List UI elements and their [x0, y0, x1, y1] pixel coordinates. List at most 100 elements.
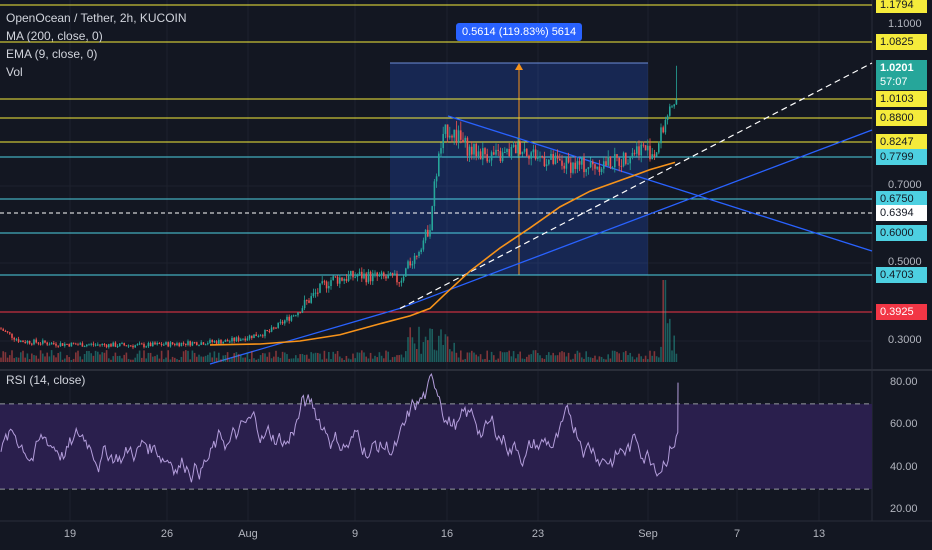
candle-body: [671, 106, 673, 108]
candle-body: [446, 124, 449, 138]
candle-body: [596, 166, 598, 169]
volume-bar: [365, 356, 367, 362]
volume-bar: [622, 352, 625, 362]
volume-bar: [246, 352, 249, 362]
volume-bar: [501, 352, 504, 362]
measure-arrow-head: [515, 63, 523, 70]
volume-bar: [174, 357, 176, 362]
volume-bar: [387, 351, 389, 362]
volume-bar: [620, 359, 623, 362]
volume-bar: [367, 358, 370, 362]
volume-bar: [154, 356, 156, 362]
candle-body: [242, 338, 244, 340]
price-label-0.7799: 0.7799: [876, 149, 927, 165]
volume-bar: [532, 350, 535, 362]
price-label-0.4703: 0.4703: [876, 267, 927, 283]
candle-body: [55, 343, 57, 346]
volume-bar: [75, 352, 77, 362]
candle-body: [622, 152, 625, 167]
rsi-legend[interactable]: RSI (14, close): [6, 373, 86, 387]
candle-body: [290, 316, 293, 321]
candle-body: [240, 339, 242, 341]
volume-bar: [130, 359, 132, 362]
volume-bar: [77, 350, 79, 362]
ma-legend[interactable]: MA (200, close, 0): [6, 29, 103, 43]
volume-bar: [303, 354, 306, 362]
volume-bar: [385, 350, 387, 362]
volume-bar: [33, 355, 35, 362]
volume-bar: [510, 356, 513, 362]
volume-bar: [369, 352, 372, 362]
volume-bar: [660, 346, 662, 362]
candle-body: [669, 106, 671, 116]
volume-bar: [42, 353, 44, 362]
candle-body: [174, 344, 176, 346]
volume-bar: [156, 354, 158, 362]
candle-body: [457, 130, 460, 143]
volume-bar: [411, 337, 414, 362]
ema-legend[interactable]: EMA (9, close, 0): [6, 47, 98, 61]
volume-legend[interactable]: Vol: [6, 65, 23, 79]
candle-body: [488, 160, 491, 162]
candle-body: [567, 157, 570, 163]
volume-bar: [105, 350, 108, 362]
volume-bar: [176, 359, 178, 362]
volume-bar: [198, 354, 200, 362]
volume-bar: [31, 353, 33, 362]
candle-body: [473, 143, 475, 155]
candle-body: [574, 162, 576, 169]
time-tick-26: 26: [160, 528, 174, 540]
candle-body: [92, 343, 95, 345]
volume-bar: [110, 359, 112, 362]
volume-bar: [94, 350, 97, 362]
volume-bar: [398, 355, 400, 362]
volume-bar: [627, 355, 629, 362]
candle-body: [545, 164, 548, 167]
volume-bar: [297, 358, 299, 362]
candle-body: [46, 342, 48, 345]
volume-bar: [429, 328, 431, 362]
candle-body: [119, 343, 121, 347]
volume-bar: [336, 350, 339, 362]
candle-body: [169, 342, 172, 347]
volume-bar: [266, 356, 268, 362]
volume-bar: [352, 353, 354, 362]
candle-body: [607, 156, 609, 166]
candle-body: [336, 276, 339, 284]
bar-countdown: 57:07: [880, 76, 908, 88]
candle-body: [363, 273, 365, 279]
candle-body: [59, 343, 62, 347]
symbol-title[interactable]: OpenOcean / Tether, 2h, KUCOIN: [6, 11, 187, 25]
volume-bar: [473, 352, 475, 362]
candle-body: [167, 342, 169, 347]
candle-body: [308, 300, 310, 303]
candle-body: [548, 159, 550, 165]
candle-body: [189, 341, 191, 346]
candle-body: [257, 335, 260, 337]
candle-body: [158, 342, 161, 344]
volume-bar: [552, 352, 554, 362]
candle-body: [53, 342, 55, 344]
candle-body: [152, 342, 154, 347]
candle-body: [209, 339, 211, 344]
candle-body: [341, 277, 343, 281]
candle-body: [132, 345, 134, 348]
candle-body: [220, 340, 222, 344]
last-price-label: 1.0201 57:07: [876, 60, 927, 90]
candle-body: [163, 344, 165, 346]
candle-body: [306, 300, 308, 302]
volume-bar: [299, 354, 301, 362]
candle-body: [429, 230, 431, 237]
volume-bar: [64, 358, 66, 362]
price-label-0.8800: 0.8800: [876, 110, 927, 126]
candle-body: [125, 345, 128, 347]
volume-bar: [658, 357, 660, 362]
candle-body: [246, 338, 249, 341]
volume-bar: [83, 353, 86, 362]
volume-bar: [633, 359, 636, 362]
volume-bar: [149, 352, 152, 362]
volume-bar: [651, 355, 653, 362]
volume-bar: [394, 356, 396, 362]
volume-bar: [550, 355, 552, 362]
